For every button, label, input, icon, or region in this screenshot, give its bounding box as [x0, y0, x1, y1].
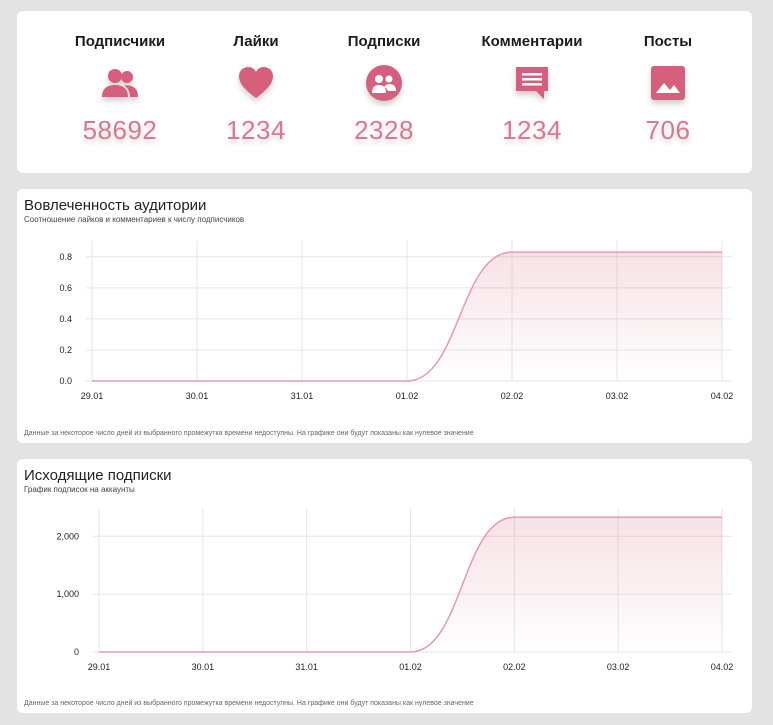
comment-icon: [516, 67, 548, 99]
stat-label: Комментарии: [481, 33, 583, 50]
y-tick-label: 0.4: [59, 314, 72, 324]
subscriptions-chart: 0 1,000 2,000 29.01 30.01 31.01 01.02 02.02 03.0…: [56, 508, 734, 672]
following-icon: [366, 65, 402, 101]
x-tick-label: 29.01: [81, 391, 104, 401]
x-tick-label: 30.01: [186, 391, 209, 401]
stat-value: 706: [645, 115, 691, 145]
stats-card: Подписчики 58692 Лайки 1234 Подписки 232…: [17, 11, 752, 173]
stat-value: 2328: [354, 115, 414, 145]
chart-subtitle: График подписок на аккаунты: [24, 485, 135, 494]
y-tick-label: 0.2: [59, 345, 72, 355]
y-tick-label: 2,000: [56, 531, 79, 541]
stat-label: Посты: [643, 33, 693, 50]
chart-note: Данные за некоторое число дней из выбран…: [24, 430, 474, 437]
chart-note: Данные за некоторое число дней из выбран…: [24, 700, 474, 707]
x-tick-label: 31.01: [295, 662, 318, 672]
y-tick-label: 0.8: [59, 252, 72, 262]
followers-icon: [102, 69, 138, 97]
x-tick-label: 30.01: [192, 662, 215, 672]
chart-subtitle: Соотношение лайков и комментариев к числ…: [24, 215, 245, 224]
x-tick-label: 29.01: [88, 662, 111, 672]
chart-title: Вовлеченность аудитории: [24, 197, 207, 214]
image-icon: [651, 66, 685, 100]
series-line: [99, 516, 722, 653]
y-tick-label: 0: [74, 647, 79, 657]
stat-label: Подписчики: [74, 33, 166, 50]
x-tick-label: 02.02: [501, 391, 524, 401]
series-line: [91, 251, 722, 382]
series-area: [92, 252, 722, 381]
subscriptions-chart-card: Исходящие подписки График подписок на ак…: [17, 459, 752, 713]
x-tick-label: 02.02: [503, 662, 526, 672]
stat-value: 58692: [82, 115, 158, 145]
series-area: [99, 517, 722, 652]
y-tick-label: 0.0: [59, 376, 72, 386]
engagement-chart-card: Вовлеченность аудитории Соотношение лайк…: [17, 189, 752, 443]
x-tick-label: 31.01: [291, 391, 314, 401]
stat-value: 1234: [226, 115, 286, 145]
x-tick-label: 04.02: [711, 391, 734, 401]
x-tick-label: 03.02: [607, 662, 630, 672]
engagement-chart: 0.0 0.2 0.4 0.6 0.8 29.01 30.01 31.01 01.02 02.02…: [59, 241, 734, 401]
x-tick-label: 04.02: [711, 662, 734, 672]
heart-icon: [239, 67, 273, 98]
x-tick-label: 01.02: [396, 391, 419, 401]
x-tick-label: 01.02: [399, 662, 422, 672]
y-tick-label: 0.6: [59, 283, 72, 293]
chart-title: Исходящие подписки: [24, 467, 172, 484]
x-tick-label: 03.02: [606, 391, 629, 401]
stat-label: Лайки: [233, 33, 279, 50]
y-tick-label: 1,000: [56, 589, 79, 599]
stat-label: Подписки: [347, 33, 421, 50]
stat-value: 1234: [502, 115, 562, 145]
